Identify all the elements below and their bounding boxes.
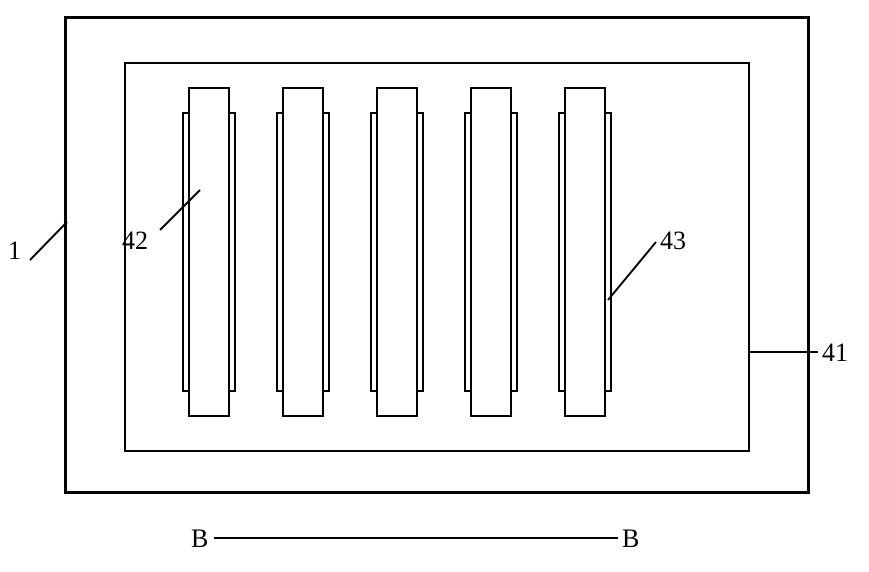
section-label-B-left: B [191,524,208,554]
callout-label-1: 1 [8,236,21,266]
callout-label-43: 43 [660,226,686,256]
section-label-B-right: B [622,524,639,554]
leader-lines [0,0,869,572]
diagram-canvas: 1 42 43 41 B B [0,0,869,572]
callout-label-42: 42 [122,226,148,256]
callout-label-41: 41 [822,338,848,368]
